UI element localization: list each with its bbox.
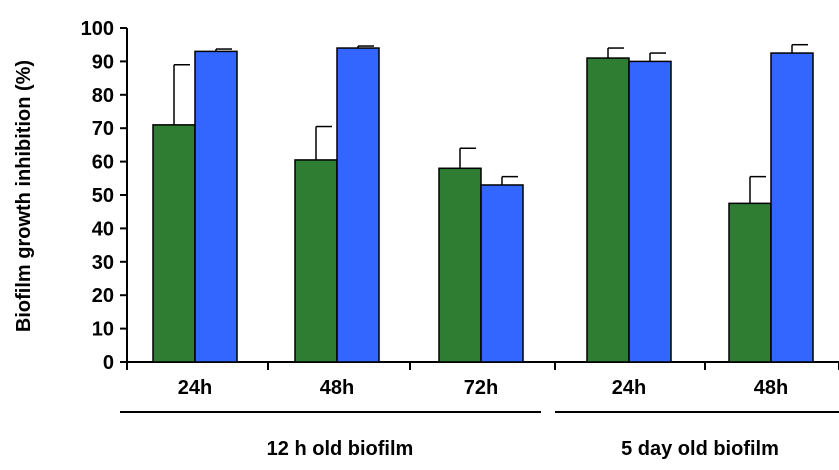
y-tick-label: 80 [92, 85, 114, 107]
bar-series2-cat4 [628, 60, 672, 363]
y-tick-label: 0 [103, 352, 114, 374]
x-tick-label: 48h [320, 377, 354, 399]
axes: 0 10 20 30 40 50 60 70 80 90 100 24h 48h 72h 24h 48h [81, 18, 839, 413]
x-tick-label: 24h [178, 377, 212, 399]
bar-series2-cat2 [336, 47, 380, 363]
y-tick-label: 30 [92, 252, 114, 274]
group-label-5day: 5 day old biofilm [621, 438, 779, 460]
y-tick-label: 40 [92, 218, 114, 240]
bar-series1-cat4 [586, 57, 630, 363]
group-label-12h: 12 h old biofilm [266, 438, 414, 460]
y-tick-label: 90 [92, 51, 114, 73]
bar-series1-cat3 [438, 167, 482, 363]
bar-series1-cat5 [728, 202, 772, 363]
y-tick-label: 20 [92, 285, 114, 307]
bars [152, 43, 814, 363]
y-tick-label: 50 [92, 185, 114, 207]
y-tick-label: 60 [92, 152, 114, 174]
y-tick-label: 100 [81, 18, 114, 40]
x-tick-label: 72h [464, 377, 498, 399]
y-tick-label: 70 [92, 118, 114, 140]
bar-series1-cat1 [152, 124, 196, 363]
bar-series2-cat5 [770, 52, 814, 363]
x-tick-label: 24h [612, 377, 646, 399]
y-axis-label: Biofilm growth inhibition (%) [13, 60, 35, 332]
bar-series1-cat2 [294, 159, 338, 363]
bar-series2-cat3 [480, 184, 524, 363]
x-tick-label: 48h [754, 377, 788, 399]
bar-series2-cat1 [194, 50, 238, 363]
y-tick-label: 10 [92, 319, 114, 341]
